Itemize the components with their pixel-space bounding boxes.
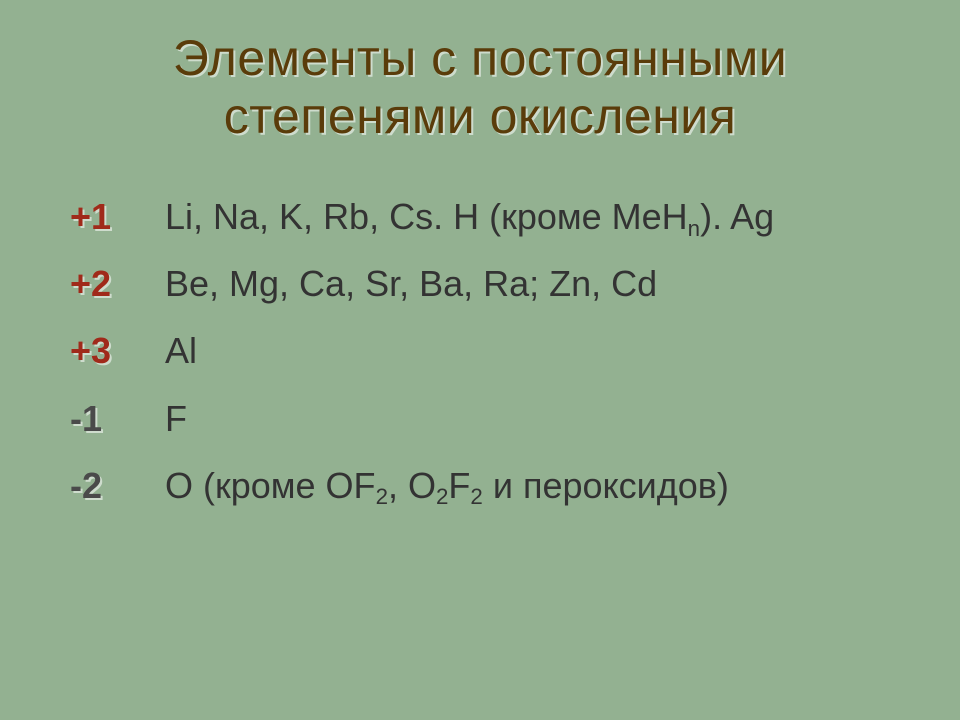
slide: Элементы с постоянными степенями окислен… bbox=[0, 0, 960, 547]
oxidation-row: -1F bbox=[70, 397, 900, 440]
oxidation-rows: +1Li, Na, K, Rb, Cs. H (кроме MeHn). Ag+… bbox=[60, 195, 900, 507]
oxidation-state: -2 bbox=[70, 464, 165, 507]
elements-list: F bbox=[165, 397, 187, 440]
oxidation-state: -1 bbox=[70, 397, 165, 440]
oxidation-row: +1Li, Na, K, Rb, Cs. H (кроме MeHn). Ag bbox=[70, 195, 900, 238]
oxidation-state: +1 bbox=[70, 195, 165, 238]
slide-title: Элементы с постоянными степенями окислен… bbox=[60, 30, 900, 145]
elements-list: O (кроме OF2, O2F2 и пероксидов) bbox=[165, 464, 729, 507]
elements-list: Al bbox=[165, 329, 197, 372]
oxidation-row: +2Be, Mg, Ca, Sr, Ba, Ra; Zn, Cd bbox=[70, 262, 900, 305]
oxidation-row: +3Al bbox=[70, 329, 900, 372]
oxidation-row: -2O (кроме OF2, O2F2 и пероксидов) bbox=[70, 464, 900, 507]
elements-list: Li, Na, K, Rb, Cs. H (кроме MeHn). Ag bbox=[165, 195, 774, 238]
elements-list: Be, Mg, Ca, Sr, Ba, Ra; Zn, Cd bbox=[165, 262, 657, 305]
oxidation-state: +2 bbox=[70, 262, 165, 305]
oxidation-state: +3 bbox=[70, 329, 165, 372]
